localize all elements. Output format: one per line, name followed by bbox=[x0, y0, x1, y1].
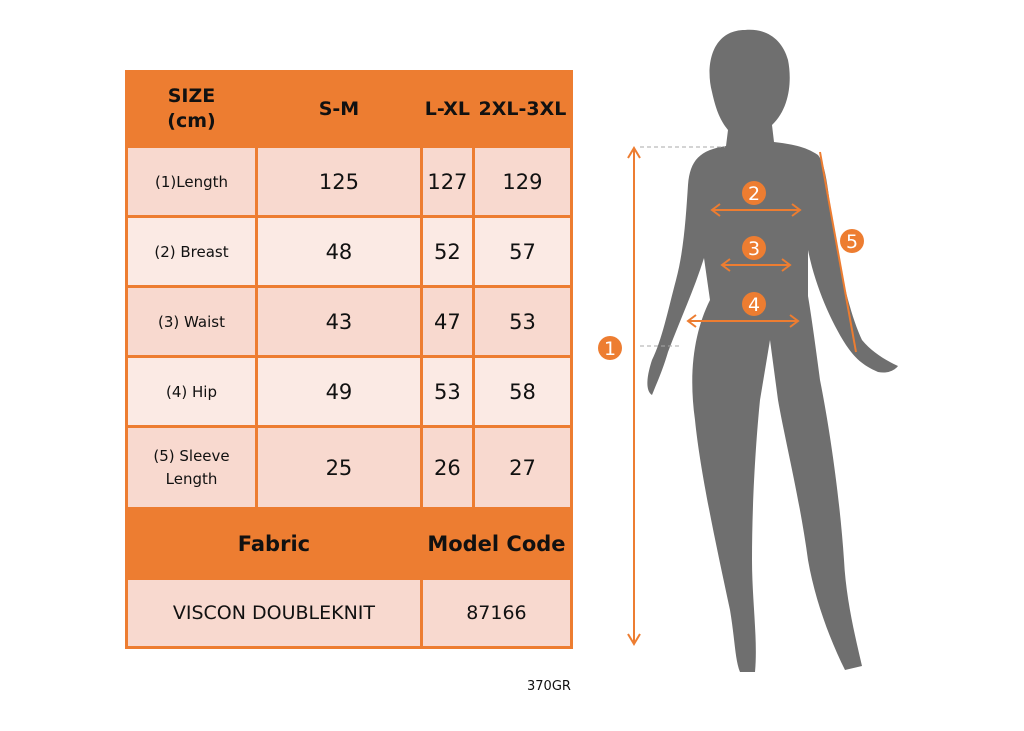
table-row: (5) Sleeve Length 25 26 27 bbox=[125, 425, 574, 510]
row-label: (4) Hip bbox=[125, 355, 258, 428]
marker-4: 4 bbox=[748, 294, 760, 316]
fabric-weight: 370GR bbox=[527, 679, 571, 694]
header-s-m: S-M bbox=[255, 70, 423, 148]
cell: 129 bbox=[471, 145, 574, 218]
fabric-header-row: Fabric Model Code bbox=[125, 507, 574, 580]
cell: 43 bbox=[255, 285, 423, 358]
row-label: (2) Breast bbox=[125, 215, 258, 288]
measurement-markers: 1 2 3 4 5 bbox=[598, 181, 864, 360]
cell: 125 bbox=[255, 145, 423, 218]
guide-lines bbox=[640, 146, 725, 347]
fabric-value-row: VISCON DOUBLEKNIT 87166 bbox=[125, 577, 574, 649]
header-l-xl: L-XL bbox=[419, 70, 475, 148]
cell: 49 bbox=[255, 355, 423, 428]
marker-3: 3 bbox=[748, 238, 760, 260]
cell: 58 bbox=[471, 355, 574, 428]
cell: 47 bbox=[419, 285, 475, 358]
marker-2: 2 bbox=[748, 183, 760, 205]
cell: 48 bbox=[255, 215, 423, 288]
table-row: (4) Hip 49 53 58 bbox=[125, 355, 574, 428]
row-label: (1)Length bbox=[125, 145, 258, 218]
row-label: (5) Sleeve Length bbox=[125, 425, 258, 510]
cell: 52 bbox=[419, 215, 475, 288]
cell: 127 bbox=[419, 145, 475, 218]
size-chart-table: SIZE (cm) S-M L-XL 2XL-3XL (1)Length 125… bbox=[125, 70, 574, 649]
fabric-value: VISCON DOUBLEKNIT bbox=[125, 577, 423, 649]
header-2xl-3xl: 2XL-3XL bbox=[471, 70, 574, 148]
cell: 53 bbox=[419, 355, 475, 428]
table-row: (2) Breast 48 52 57 bbox=[125, 215, 574, 288]
cell: 25 bbox=[255, 425, 423, 510]
body-silhouette-figure: 1 2 3 4 5 bbox=[598, 29, 898, 672]
measurement-lines bbox=[627, 146, 857, 646]
fabric-label: Fabric bbox=[125, 507, 423, 580]
table-row: (3) Waist 43 47 53 bbox=[125, 285, 574, 358]
cell: 27 bbox=[471, 425, 574, 510]
row-label: (3) Waist bbox=[125, 285, 258, 358]
table-header-row: SIZE (cm) S-M L-XL 2XL-3XL bbox=[125, 70, 574, 148]
table-row: (1)Length 125 127 129 bbox=[125, 145, 574, 218]
marker-5: 5 bbox=[846, 231, 858, 253]
model-code-value: 87166 bbox=[419, 577, 574, 649]
model-code-label: Model Code bbox=[419, 507, 574, 580]
cell: 26 bbox=[419, 425, 475, 510]
silhouette bbox=[647, 29, 898, 672]
cell: 53 bbox=[471, 285, 574, 358]
cell: 57 bbox=[471, 215, 574, 288]
marker-1: 1 bbox=[604, 338, 616, 360]
header-size: SIZE (cm) bbox=[125, 70, 258, 148]
